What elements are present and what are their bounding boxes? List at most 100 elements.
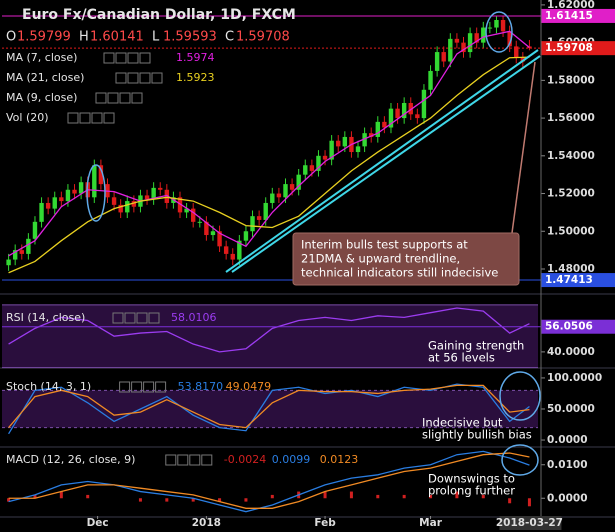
y-tick-label: 1.52000: [547, 188, 595, 200]
histogram-bar: [429, 494, 433, 499]
candle-body: [322, 155, 328, 160]
toolbar-icon[interactable]: [189, 454, 201, 466]
ohlc-label: C: [225, 30, 234, 45]
ohlc-label: O: [6, 30, 16, 45]
histogram-bar: [7, 498, 11, 502]
toolbar-icon[interactable]: [103, 52, 115, 64]
candle-body: [250, 216, 255, 232]
candle-body: [296, 174, 301, 190]
panel-value: 0.0123: [320, 453, 359, 466]
candle-body: [434, 52, 440, 71]
candle-body: [270, 193, 275, 203]
candle-body: [12, 250, 18, 260]
trendline: [225, 49, 539, 273]
toolbar-icon[interactable]: [201, 454, 213, 466]
annotation-text: slightly bullish bias: [422, 428, 532, 442]
histogram-bar: [244, 498, 248, 502]
candle-body: [401, 102, 407, 119]
panel-value: -0.0024: [224, 453, 266, 466]
toolbar-icon[interactable]: [119, 381, 131, 393]
highlight-ellipse: [499, 371, 541, 421]
y-tick-label: 0.0000: [547, 434, 588, 446]
toolbar-icon[interactable]: [148, 312, 160, 324]
toolbar-icon[interactable]: [177, 454, 189, 466]
toolbar-icon[interactable]: [115, 52, 127, 64]
toolbar-icon[interactable]: [165, 454, 177, 466]
candle-body: [375, 121, 380, 137]
y-tick-label: 1.58000: [547, 74, 595, 86]
annotation-text: Downswings to: [428, 472, 515, 486]
annotation-text: at 56 levels: [428, 351, 495, 365]
toolbar-icon[interactable]: [91, 112, 103, 124]
price-tag-label: 1.61415: [545, 10, 593, 22]
panel-value: 49.0479: [226, 380, 272, 393]
toolbar-icon[interactable]: [103, 112, 115, 124]
candle-body: [26, 238, 31, 254]
histogram-bar: [508, 498, 512, 504]
toolbar-icon[interactable]: [115, 72, 127, 84]
x-tick-label: 2018-03-27: [496, 517, 563, 529]
toolbar-icon[interactable]: [143, 381, 155, 393]
candle-body: [316, 155, 321, 171]
toolbar-icon[interactable]: [95, 92, 107, 104]
x-tick-label: Mar: [419, 517, 443, 529]
candle-body: [428, 70, 433, 90]
legend-name: MA (7, close): [6, 51, 77, 64]
ohlc-value: 1.59593: [163, 30, 217, 45]
toolbar-icon[interactable]: [151, 72, 163, 84]
toolbar-icon[interactable]: [139, 52, 151, 64]
candle-body: [500, 19, 506, 32]
annotation-text: Gaining strength: [428, 339, 524, 353]
candle-body: [289, 184, 295, 190]
panel-title: MACD (12, 26, close, 9): [6, 453, 135, 466]
toolbar-icon[interactable]: [127, 72, 139, 84]
ohlc-value: 1.59708: [236, 30, 290, 45]
candle-body: [355, 146, 361, 153]
band-fill: [2, 390, 538, 428]
chart-title: Euro Fx/Canadian Dollar, 1D, FXCM: [22, 7, 296, 23]
ohlc-label: H: [79, 30, 89, 45]
toolbar-icon[interactable]: [131, 92, 143, 104]
y-tick-label: 1.48000: [547, 263, 595, 275]
annotation-text: Indecisive but: [422, 416, 503, 430]
toolbar-icon[interactable]: [79, 112, 91, 124]
candle-body: [39, 202, 44, 222]
candle-body: [283, 184, 288, 198]
candle-body: [336, 140, 341, 147]
candle-body: [243, 231, 249, 241]
toolbar-icon[interactable]: [124, 312, 136, 324]
x-tick-label: Dec: [87, 517, 109, 529]
toolbar-icon[interactable]: [155, 381, 167, 393]
toolbar-icon[interactable]: [136, 312, 148, 324]
histogram-bar: [59, 491, 63, 499]
annotation-text: Interim bulls test supports at: [301, 238, 468, 252]
candle-body: [362, 133, 367, 147]
toolbar-icon[interactable]: [112, 312, 124, 324]
candle-body: [276, 193, 282, 198]
candle-body: [408, 102, 413, 115]
series-line: [8, 307, 530, 353]
candle-body: [158, 187, 163, 190]
histogram-bar: [218, 498, 222, 502]
candle-body: [507, 31, 512, 47]
candle-body: [303, 165, 308, 175]
candle-body: [481, 27, 486, 43]
panel-title: RSI (14, close): [6, 311, 85, 324]
histogram-bar: [165, 498, 169, 502]
toolbar-icon[interactable]: [119, 92, 131, 104]
toolbar-icon[interactable]: [107, 92, 119, 104]
candle-body: [467, 33, 473, 53]
toolbar-icon[interactable]: [67, 112, 79, 124]
legend-name: MA (21, close): [6, 71, 84, 84]
candle-body: [395, 108, 400, 119]
toolbar-icon[interactable]: [139, 72, 151, 84]
y-tick-label: 1.56000: [547, 112, 595, 124]
toolbar-icon[interactable]: [127, 52, 139, 64]
y-tick-label: 1.62000: [547, 0, 595, 11]
candle-body: [514, 46, 519, 58]
legend-value: 1.5923: [176, 71, 215, 84]
panel-value: 58.0106: [171, 311, 217, 324]
toolbar-icon[interactable]: [131, 381, 143, 393]
candle-body: [197, 221, 202, 223]
